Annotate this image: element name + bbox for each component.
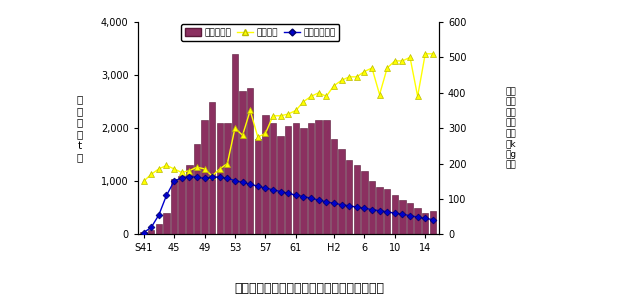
- Bar: [148, 230, 154, 235]
- Bar: [262, 115, 269, 235]
- Bar: [224, 123, 231, 235]
- Bar: [415, 208, 421, 235]
- Bar: [300, 128, 307, 235]
- Bar: [156, 224, 162, 235]
- Bar: [308, 123, 315, 235]
- Bar: [140, 232, 147, 235]
- Y-axis label: ・単
経価
営（
体円
数／
（k
件g
））: ・単 経価 営（ 体円 数／ （k 件g ））: [506, 87, 517, 169]
- Y-axis label: 生
産
量
（
t
）: 生 産 量 （ t ）: [77, 94, 83, 162]
- Bar: [209, 101, 215, 235]
- Bar: [346, 160, 352, 235]
- Bar: [384, 189, 391, 235]
- Bar: [392, 195, 398, 235]
- Bar: [361, 171, 368, 235]
- Bar: [338, 150, 345, 235]
- Bar: [323, 120, 329, 235]
- Bar: [179, 176, 185, 235]
- Bar: [193, 144, 200, 235]
- Bar: [353, 165, 360, 235]
- Bar: [239, 91, 246, 235]
- Bar: [270, 123, 276, 235]
- Bar: [201, 120, 208, 235]
- Bar: [285, 126, 292, 235]
- Bar: [407, 203, 413, 235]
- Bar: [186, 165, 193, 235]
- Bar: [376, 187, 383, 235]
- Text: 出雲地域における養殖ワカメ生産量等の推移: 出雲地域における養殖ワカメ生産量等の推移: [234, 282, 384, 295]
- Bar: [232, 54, 238, 235]
- Bar: [255, 139, 261, 235]
- Bar: [163, 213, 170, 235]
- Bar: [430, 211, 436, 235]
- Bar: [277, 136, 284, 235]
- Bar: [399, 200, 405, 235]
- Bar: [369, 181, 375, 235]
- Bar: [247, 88, 253, 235]
- Bar: [292, 123, 299, 235]
- Legend: 養殖生産量, 養殖単価, 養殖経営体数: 養殖生産量, 養殖単価, 養殖経営体数: [181, 24, 339, 40]
- Bar: [216, 123, 223, 235]
- Bar: [171, 179, 177, 235]
- Bar: [315, 120, 322, 235]
- Bar: [331, 139, 337, 235]
- Bar: [422, 213, 428, 235]
